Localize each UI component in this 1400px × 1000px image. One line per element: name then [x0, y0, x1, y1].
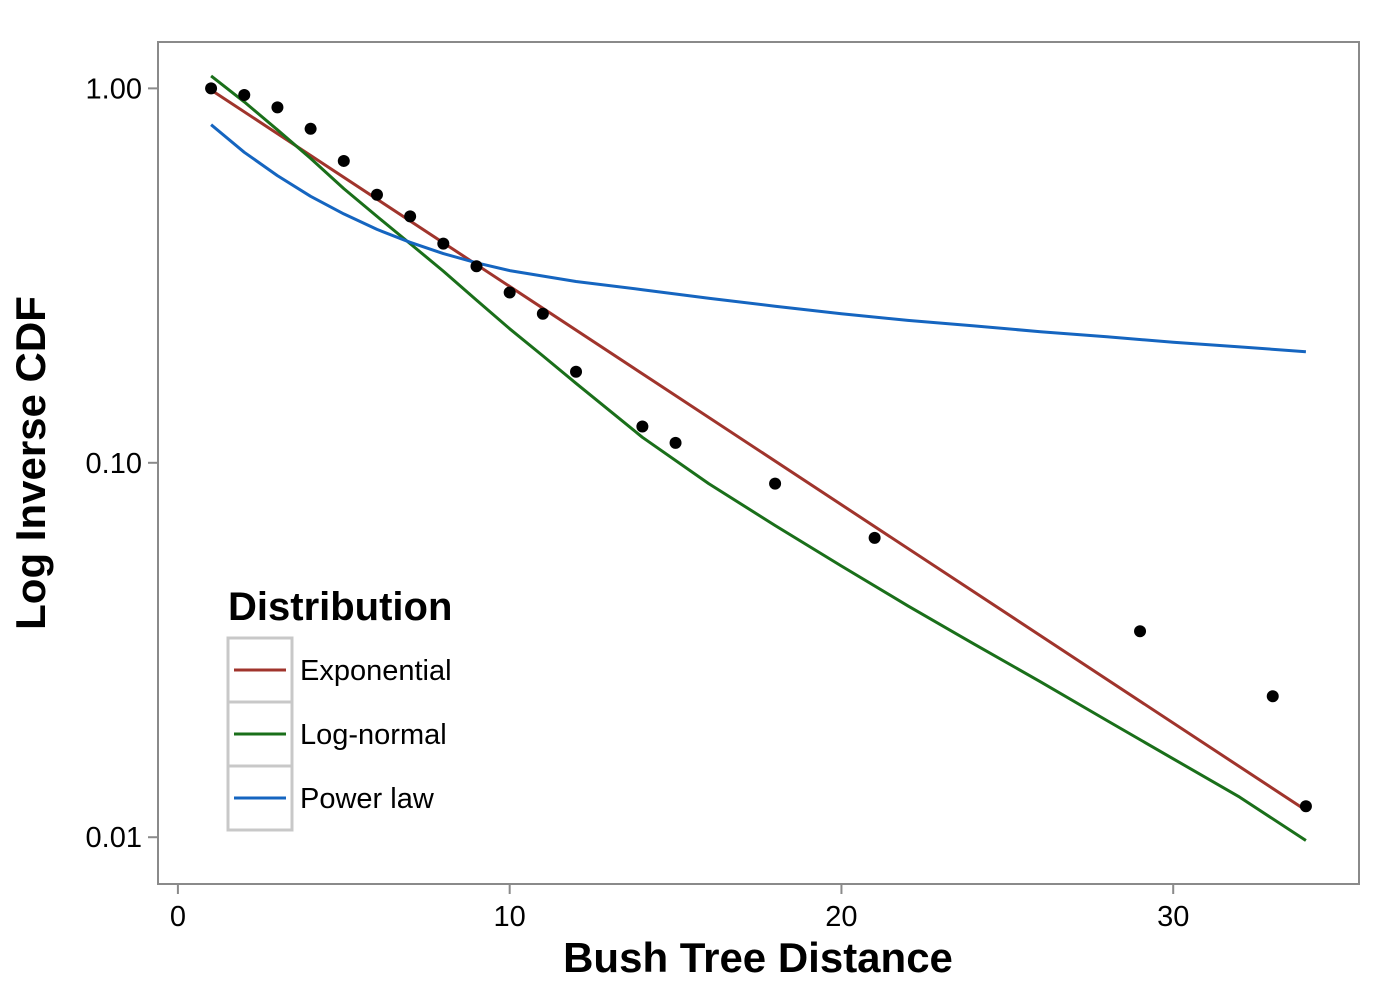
- data-point: [1299, 800, 1312, 813]
- series-line-power-law: [210, 123, 1307, 354]
- x-axis: 0 10 20 30: [170, 884, 1189, 933]
- data-point: [669, 436, 682, 449]
- data-point: [370, 188, 383, 201]
- data-point: [337, 154, 350, 167]
- data-point: [1134, 625, 1147, 638]
- legend-label: Power law: [300, 783, 435, 815]
- x-axis-title: Bush Tree Distance: [563, 934, 953, 981]
- series-line-exponential: [210, 88, 1307, 812]
- data-point: [470, 260, 483, 273]
- x-tick-label: 0: [170, 901, 186, 933]
- y-axis-title: Log Inverse CDF: [7, 296, 54, 630]
- legend-entry-log-normal: Log-normal: [226, 700, 447, 768]
- legend-entry-exponential: Exponential: [226, 636, 452, 704]
- data-point: [570, 365, 583, 378]
- x-tick-label: 20: [825, 901, 857, 933]
- plot-panel: [157, 41, 1360, 885]
- data-point: [503, 286, 516, 299]
- data-point: [536, 307, 549, 320]
- series-lines: [210, 74, 1307, 842]
- data-point: [769, 477, 782, 490]
- data-point: [636, 420, 649, 433]
- x-tick-label: 10: [494, 901, 526, 933]
- data-point: [238, 89, 251, 102]
- data-point: [437, 237, 450, 250]
- series-line-log-normal: [210, 74, 1307, 842]
- data-point: [304, 122, 317, 135]
- data-point: [271, 101, 284, 114]
- data-point: [404, 210, 417, 223]
- legend: Distribution Exponential Log-normal Power …: [226, 585, 452, 832]
- y-tick-label: 1.00: [86, 73, 142, 105]
- legend-title: Distribution: [228, 585, 452, 629]
- legend-label: Log-normal: [300, 719, 447, 751]
- legend-keys: Exponential Log-normal Power law: [226, 636, 452, 832]
- data-points: [205, 82, 1312, 813]
- legend-label: Exponential: [300, 655, 452, 687]
- y-axis: 0.01 0.10 1.00: [86, 73, 158, 854]
- data-point: [205, 82, 218, 95]
- legend-entry-power-law: Power law: [226, 764, 435, 832]
- data-point: [868, 531, 881, 544]
- y-tick-label: 0.10: [86, 448, 142, 480]
- y-tick-label: 0.01: [86, 822, 142, 854]
- data-point: [1266, 690, 1279, 703]
- x-tick-label: 30: [1157, 901, 1189, 933]
